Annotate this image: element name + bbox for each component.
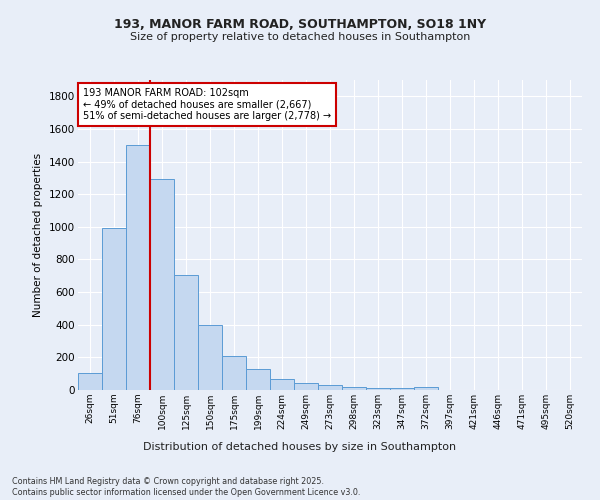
Bar xyxy=(390,388,414,390)
Bar xyxy=(414,386,438,390)
Text: Distribution of detached houses by size in Southampton: Distribution of detached houses by size … xyxy=(143,442,457,452)
Bar xyxy=(366,388,390,390)
Bar xyxy=(126,146,150,390)
Text: 193, MANOR FARM ROAD, SOUTHAMPTON, SO18 1NY: 193, MANOR FARM ROAD, SOUTHAMPTON, SO18 … xyxy=(114,18,486,30)
Bar xyxy=(174,275,198,390)
Bar xyxy=(198,324,222,390)
Y-axis label: Number of detached properties: Number of detached properties xyxy=(34,153,43,317)
Bar xyxy=(246,369,270,390)
Bar xyxy=(150,178,174,390)
Bar xyxy=(294,383,318,390)
Bar xyxy=(342,386,366,390)
Bar xyxy=(318,385,342,390)
Text: 193 MANOR FARM ROAD: 102sqm
← 49% of detached houses are smaller (2,667)
51% of : 193 MANOR FARM ROAD: 102sqm ← 49% of det… xyxy=(83,88,331,121)
Bar xyxy=(102,228,126,390)
Bar xyxy=(78,373,102,390)
Bar xyxy=(222,356,246,390)
Text: Size of property relative to detached houses in Southampton: Size of property relative to detached ho… xyxy=(130,32,470,42)
Text: Contains HM Land Registry data © Crown copyright and database right 2025.
Contai: Contains HM Land Registry data © Crown c… xyxy=(12,478,361,497)
Bar xyxy=(270,378,294,390)
